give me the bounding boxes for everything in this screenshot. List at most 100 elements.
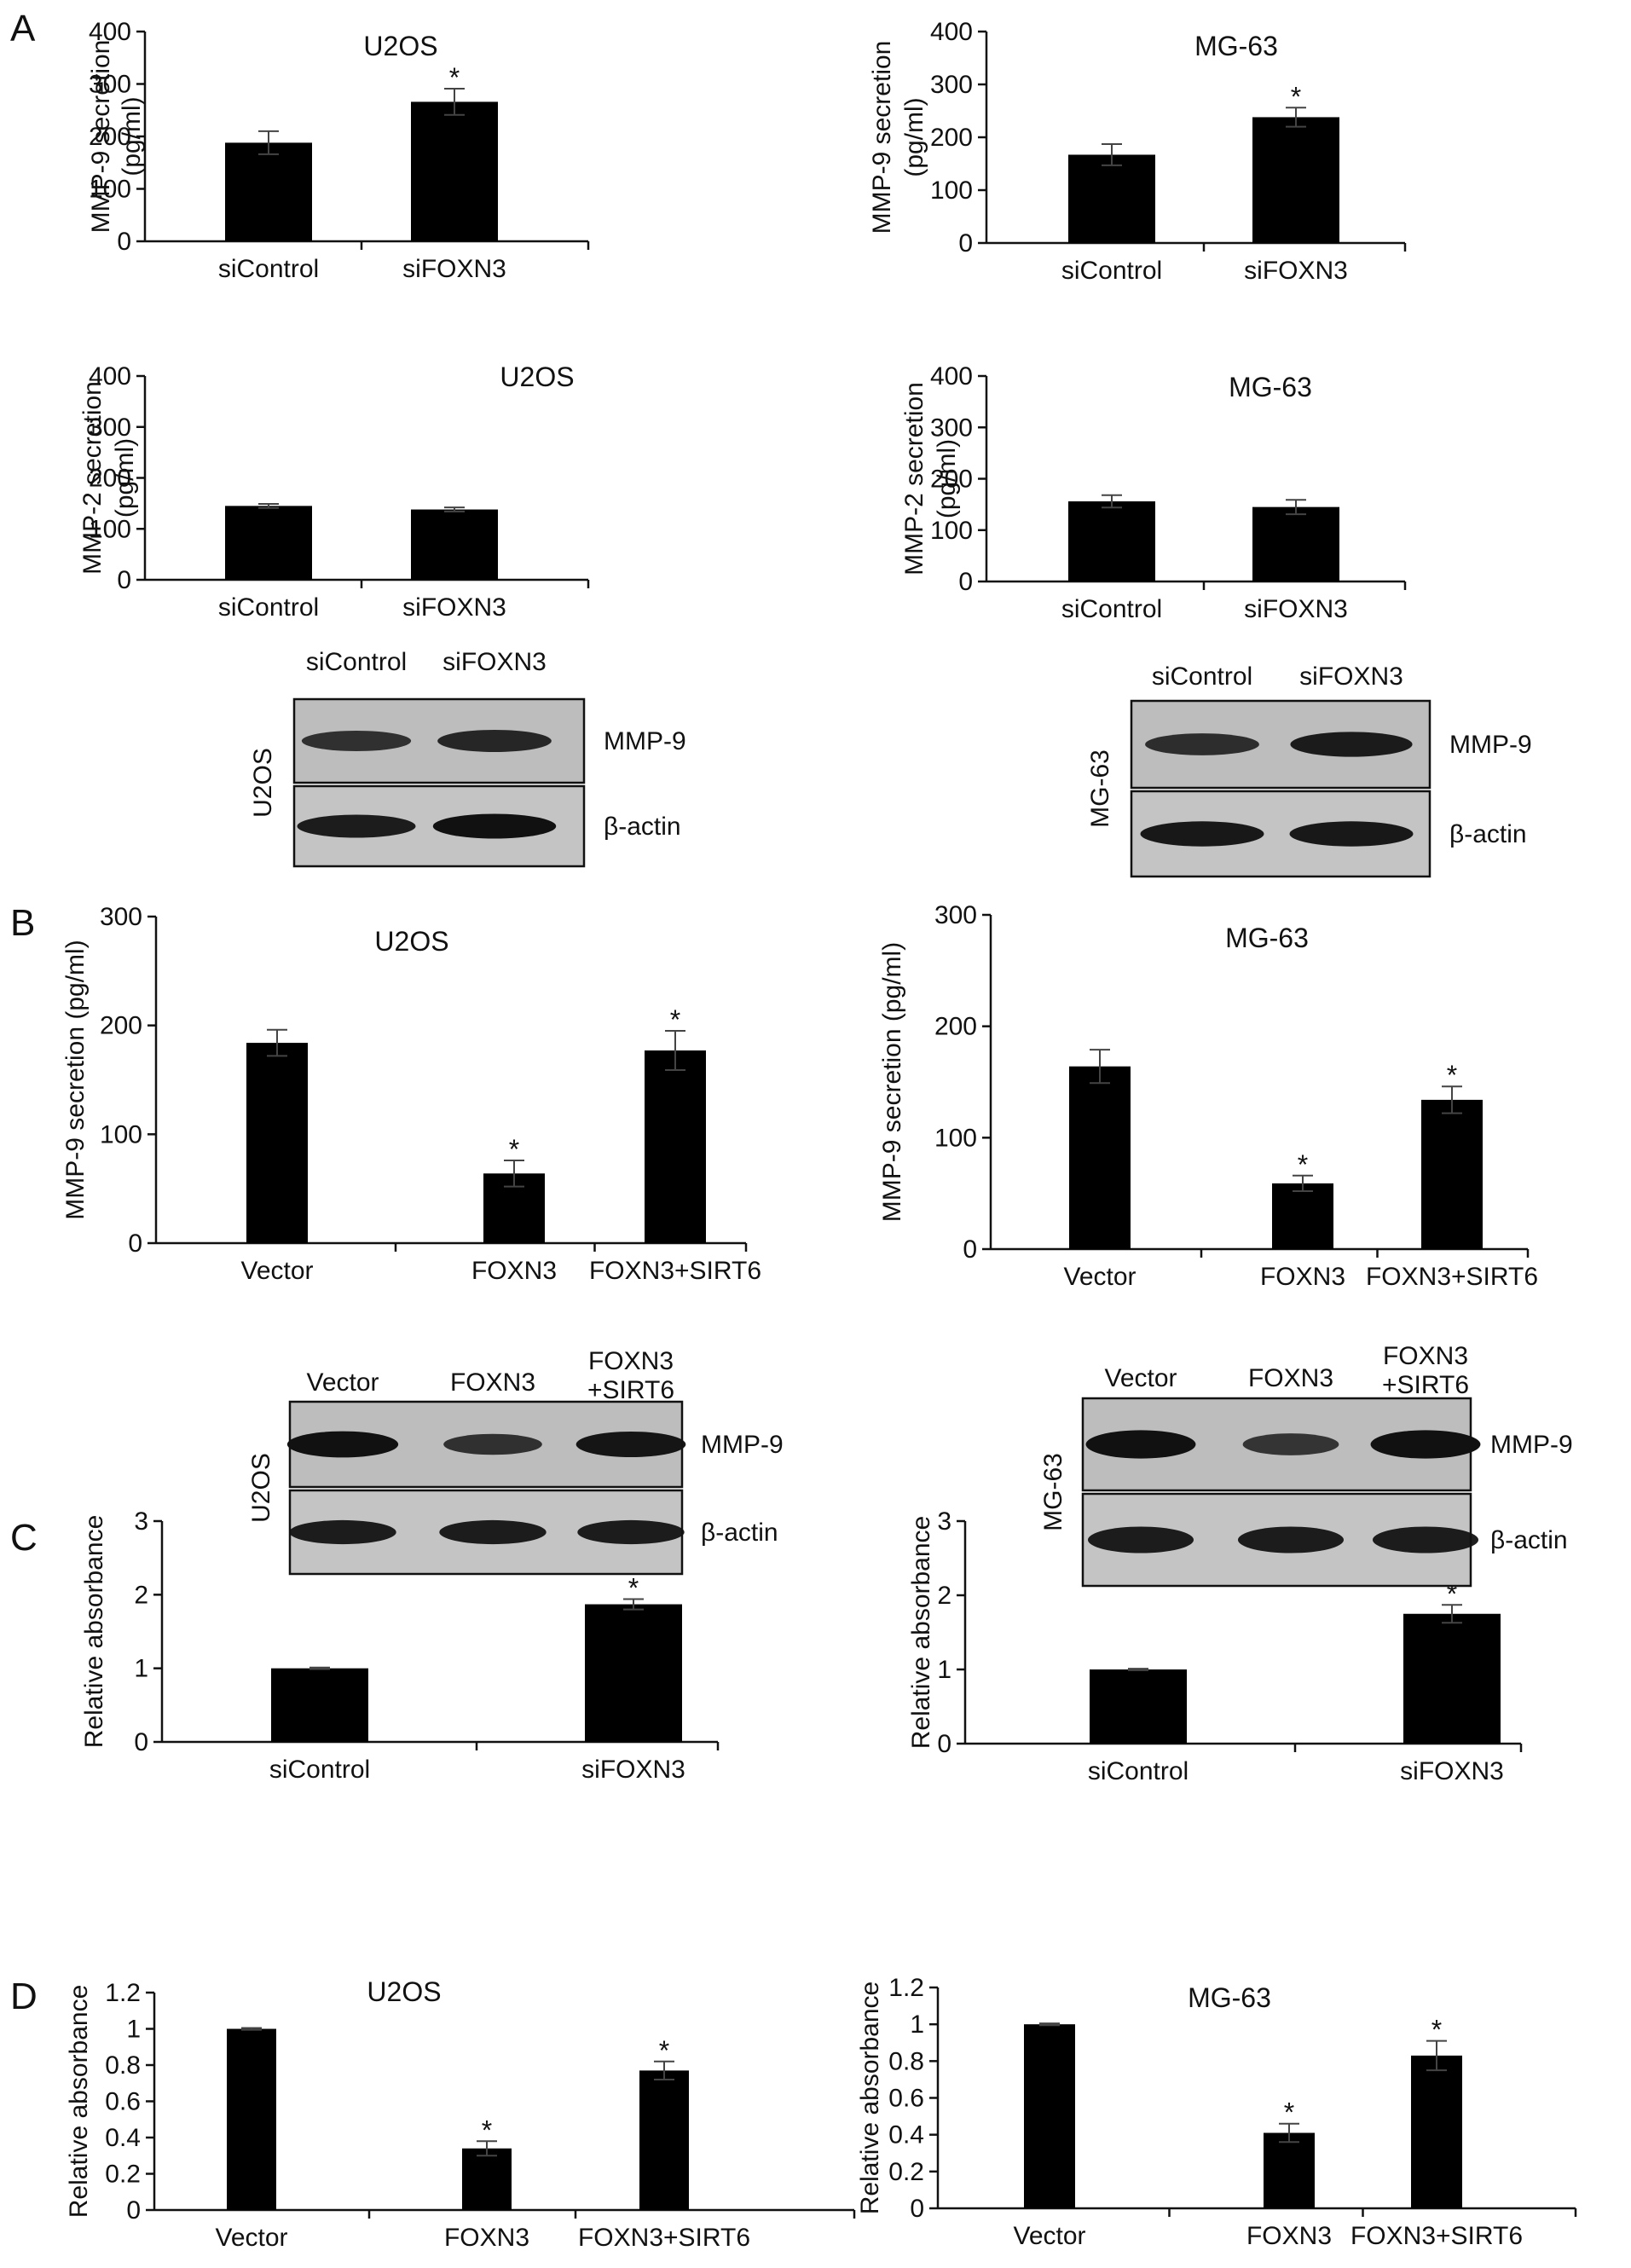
row-label-actin: β-actin	[604, 813, 681, 841]
bar	[1024, 2024, 1075, 2208]
mmp9-band	[1085, 1430, 1196, 1459]
blot-cell-line-label: MG-63	[1039, 1453, 1067, 1531]
y-tick-label: 300	[930, 71, 973, 99]
chart-title: U2OS	[500, 362, 574, 392]
y-tick-label: 300	[934, 901, 977, 929]
category-label: siFOXN3	[1244, 257, 1348, 285]
actin-band	[1289, 821, 1414, 847]
category-label: siFOXN3	[402, 255, 506, 283]
significance-star: *	[509, 1134, 519, 1165]
significance-star: *	[1284, 2097, 1294, 2128]
y-tick-label: 0.6	[888, 2085, 924, 2113]
category-label: FOXN3+SIRT6	[589, 1257, 761, 1285]
chart-title: U2OS	[374, 926, 448, 957]
y-tick-label: 300	[89, 71, 131, 99]
blot-cell-line-label: U2OS	[247, 1453, 275, 1523]
actin-band	[289, 1519, 396, 1545]
chart-b-1: 0 100 200 300 Vector * FOXN3 * FOXN3+SIRT6 U2OS MM…	[61, 903, 761, 1285]
y-tick-label: 0.8	[888, 2047, 924, 2075]
lane-label: FOXN3	[450, 1368, 535, 1397]
lane-label-line: +SIRT6	[587, 1376, 674, 1404]
y-tick-label: 0	[963, 1235, 977, 1264]
bar	[225, 506, 312, 580]
panel-letter-c: C	[10, 1517, 38, 1559]
significance-star: *	[1291, 81, 1301, 112]
y-tick-label: 300	[100, 903, 142, 931]
category-label: FOXN3	[444, 2224, 529, 2252]
mmp9-band	[1242, 1433, 1339, 1455]
category-label: FOXN3+SIRT6	[578, 2224, 750, 2252]
blot-A-U2OS: siControl siFOXN3 MMP-9 β-actin U2OS	[249, 648, 686, 868]
category-label: FOXN3	[1246, 2222, 1332, 2250]
row-label-actin: β-actin	[1449, 820, 1527, 848]
category-label: FOXN3	[471, 1257, 557, 1285]
bar	[1068, 501, 1155, 581]
y-tick-label: 200	[100, 1012, 142, 1040]
y-tick-label: 100	[930, 517, 973, 545]
y-axis-label: MMP-9 secretion (pg/ml)	[61, 940, 90, 1219]
y-tick-label: 300	[89, 414, 131, 442]
lane-label: Vector	[1104, 1364, 1177, 1392]
y-tick-label: 0	[134, 1728, 148, 1756]
y-tick-label: 1	[910, 2011, 924, 2039]
blots-layer: siControl siFOXN3MMP-9β-actinU2OSsiContro…	[247, 648, 1573, 1588]
y-tick-label: 200	[934, 1013, 977, 1041]
chart-title: U2OS	[367, 1976, 441, 2007]
actin-band	[1087, 1526, 1194, 1553]
chart-a-1: 0 100 200 300 400 siControl * siFOXN3 U2OS MMP-9 …	[87, 18, 590, 283]
actin-band	[1372, 1526, 1479, 1553]
y-tick-label: 200	[89, 123, 131, 151]
category-label: siControl	[218, 593, 319, 622]
actin-band	[297, 814, 416, 838]
bar	[1264, 2132, 1315, 2208]
chart-title: MG-63	[1194, 31, 1278, 61]
y-tick-label: 0	[117, 228, 131, 256]
category-label: siFOXN3	[581, 1756, 685, 1784]
category-label: siFOXN3	[1244, 595, 1348, 623]
category-label: siControl	[1061, 595, 1162, 623]
bar	[1068, 154, 1155, 243]
y-tick-label: 100	[934, 1124, 977, 1152]
y-tick-label: 0.4	[105, 2124, 141, 2152]
category-label: FOXN3+SIRT6	[1366, 1263, 1538, 1291]
significance-star: *	[1447, 1060, 1457, 1091]
y-axis-label: MMP-9 secretion	[868, 41, 896, 234]
y-tick-label: 0	[117, 566, 131, 594]
y-axis-label: MMP-9 secretion (pg/ml)	[878, 942, 906, 1222]
lane-label: siFOXN3	[1299, 662, 1403, 691]
blot-A-MG63: siControl siFOXN3 MMP-9 β-actin MG-63	[1086, 662, 1532, 878]
y-tick-label: 200	[930, 124, 973, 152]
blot-cell-line-label: U2OS	[249, 748, 277, 818]
y-axis-label: MMP-9 secretion	[87, 40, 115, 234]
y-axis-label: (pg/ml)	[900, 97, 928, 176]
significance-star: *	[449, 62, 460, 93]
bar	[1421, 1099, 1483, 1249]
y-tick-label: 3	[134, 1507, 148, 1536]
y-tick-label: 1.2	[888, 1974, 924, 2002]
y-tick-label: 1.2	[105, 1979, 141, 2007]
y-tick-label: 0.2	[105, 2161, 141, 2189]
lane-label: FOXN3	[1248, 1364, 1333, 1392]
y-tick-label: 2	[937, 1582, 951, 1610]
mmp9-band	[286, 1431, 399, 1458]
y-axis-label: Relative absorbance	[65, 1985, 93, 2219]
row-label-mmp9: MMP-9	[604, 727, 686, 755]
y-tick-label: 200	[89, 465, 131, 493]
actin-band	[1140, 821, 1264, 847]
bar	[1252, 117, 1339, 243]
y-tick-label: 400	[89, 18, 131, 46]
y-tick-label: 100	[100, 1120, 142, 1148]
category-label: siFOXN3	[1400, 1757, 1504, 1785]
category-label: siControl	[218, 255, 319, 283]
lane-label-line: +SIRT6	[1382, 1371, 1469, 1399]
lane-label: siFOXN3	[442, 648, 547, 676]
bar	[246, 1043, 308, 1243]
y-tick-label: 0.2	[888, 2158, 924, 2186]
category-label: Vector	[240, 1257, 313, 1285]
y-tick-label: 3	[937, 1507, 951, 1536]
chart-d-1: 0 0.2 0.4 0.6 0.8 1 1.2 Vector * FOXN3 * FOXN3+SIRT…	[65, 1976, 856, 2252]
bar	[585, 1604, 682, 1742]
chart-title: U2OS	[363, 31, 437, 61]
